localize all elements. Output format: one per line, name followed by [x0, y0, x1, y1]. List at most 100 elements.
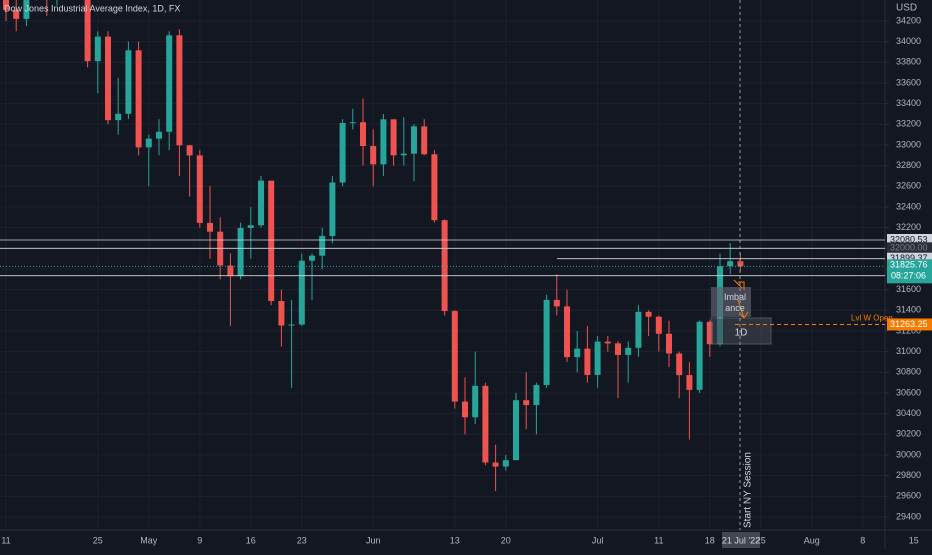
y-tick-label: 29800	[896, 470, 921, 480]
y-tick-label: 33800	[896, 57, 921, 67]
candle-body	[13, 9, 20, 19]
candle-body	[105, 36, 111, 121]
candle-body	[482, 385, 489, 463]
candle-body	[339, 122, 346, 183]
candle-body	[268, 180, 275, 302]
imbalance-label: Imbalance	[723, 292, 746, 313]
y-tick-label: 30600	[896, 387, 921, 397]
candle-body	[237, 227, 244, 277]
y-tick-label: 32600	[896, 181, 921, 191]
candle-body	[513, 400, 519, 461]
candle-body	[156, 131, 162, 139]
y-tick-label: 30400	[896, 408, 921, 418]
imbalance-box	[711, 287, 751, 317]
candle-body	[604, 341, 611, 344]
candle-body	[492, 462, 499, 467]
candle-body	[84, 0, 91, 62]
y-tick-label: 30000	[896, 449, 921, 459]
candle-body	[176, 35, 183, 146]
candle-body	[329, 182, 336, 236]
x-tick-label: 18	[705, 535, 715, 545]
x-tick-label: 8	[860, 535, 865, 545]
candle-body	[727, 261, 734, 267]
y-tick-label: 34000	[896, 36, 921, 46]
candle-body	[462, 401, 468, 418]
chart-title: Dow Jones Industrial Average Index, 1D, …	[4, 3, 180, 13]
candle-body	[3, 0, 9, 10]
x-tick-label: May	[140, 535, 158, 545]
candle-body	[400, 153, 407, 156]
crosshair-label: 21 Jul '22	[722, 535, 760, 545]
candle-body	[258, 180, 264, 226]
candle-body	[349, 122, 356, 124]
candle-body	[309, 255, 315, 261]
candle-body	[421, 126, 428, 155]
candle-body	[686, 375, 693, 390]
x-tick-label: 25	[93, 535, 103, 545]
candle-body	[564, 306, 570, 358]
arrow	[733, 279, 749, 319]
x-tick-label: Jun	[366, 535, 381, 545]
weekly-open-box	[887, 318, 932, 331]
candle-body	[207, 222, 213, 232]
candle-body	[278, 301, 285, 326]
crosshair-label-box	[722, 532, 760, 548]
candle-body	[360, 122, 366, 147]
candle-body	[706, 321, 713, 345]
candle-body	[196, 155, 203, 223]
y-tick-label: 30200	[896, 429, 921, 439]
y-tick-label: 30800	[896, 367, 921, 377]
candle-body	[655, 316, 662, 334]
y-tick-label: 32200	[896, 222, 921, 232]
candle-body	[584, 348, 591, 375]
y-tick-label: 31600	[896, 284, 921, 294]
x-tick-label: 16	[246, 535, 256, 545]
candle-body	[319, 235, 326, 256]
candle-body	[451, 311, 458, 402]
x-tick-label: 15	[909, 535, 919, 545]
candle-body	[625, 347, 632, 355]
candle-body	[635, 311, 642, 348]
current-price-label: 31825.76	[890, 260, 928, 270]
candle-body	[472, 385, 479, 418]
candle-body	[166, 35, 173, 132]
candle-body	[523, 400, 530, 406]
y-tick-label: 32400	[896, 201, 921, 211]
y-tick-label: 31000	[896, 346, 921, 356]
candle-body	[502, 460, 509, 467]
x-tick-label: Jul	[592, 535, 604, 545]
1d-label: 1D	[735, 328, 748, 339]
candle-body	[676, 353, 683, 376]
x-tick-label: 11	[1, 535, 10, 545]
y-tick-label: 29600	[896, 491, 921, 501]
candle-body	[411, 126, 417, 154]
current-price-box	[887, 259, 932, 284]
x-tick-label: 13	[450, 535, 460, 545]
y-tick-label: 29400	[896, 511, 921, 521]
x-tick-label: 20	[501, 535, 511, 545]
y-tick-label: 34200	[896, 15, 921, 25]
level-label-box	[887, 242, 932, 255]
level-label: 32000.00	[890, 243, 928, 253]
candle-body	[135, 50, 142, 148]
x-tick-label: 11	[654, 535, 663, 545]
candle-body	[145, 138, 152, 148]
candle-body	[553, 299, 560, 307]
candle-body	[645, 311, 652, 317]
candle-body	[594, 341, 601, 375]
candle-body	[390, 119, 397, 156]
y-tick-label: 33000	[896, 139, 921, 149]
y-tick-label: 32800	[896, 160, 921, 170]
countdown: 08:27:06	[891, 271, 926, 281]
level-label: 31899.37	[890, 253, 928, 263]
candle-body	[574, 348, 581, 358]
candle-body	[666, 333, 672, 354]
candle-body	[696, 321, 703, 390]
candle-body	[431, 154, 438, 221]
candle-body	[94, 36, 101, 62]
1d-box	[710, 317, 772, 345]
candle-body	[380, 119, 387, 165]
